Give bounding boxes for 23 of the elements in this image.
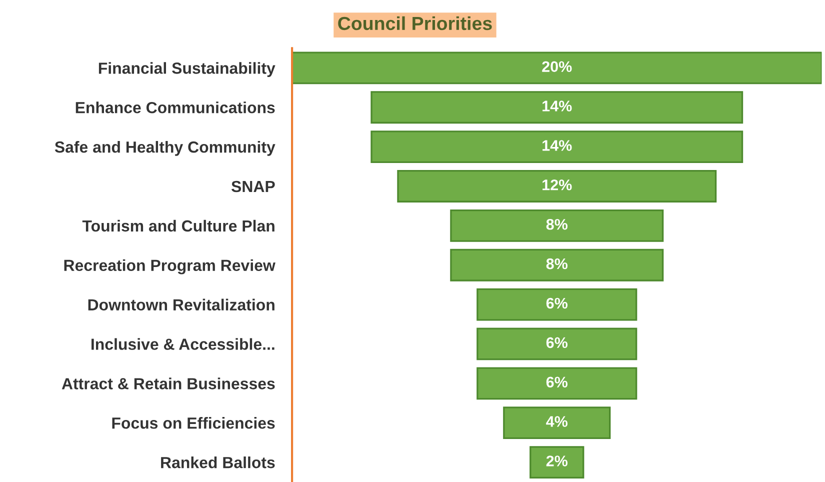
category-label: Ranked Ballots (161, 456, 275, 468)
data-label: 14% (542, 140, 572, 151)
category-label: Enhance Communications (76, 102, 275, 114)
category-label: Tourism and Culture Plan (82, 220, 274, 232)
data-label: 12% (542, 180, 572, 190)
data-label: 6% (546, 337, 568, 348)
category-label: Inclusive & Accessible... (92, 338, 274, 350)
category-label: Downtown Revitalization (88, 298, 274, 310)
data-label: 4% (546, 416, 568, 427)
data-label: 14% (542, 100, 572, 112)
data-label: 2% (546, 456, 568, 466)
category-label: Recreation Program Review (64, 259, 276, 274)
category-label: Focus on Efficiencies (112, 417, 275, 429)
data-label: 20% (542, 61, 572, 72)
data-label: 8% (546, 258, 568, 270)
data-label: 6% (546, 298, 568, 309)
category-label: SNAP (231, 180, 275, 192)
data-label: 6% (546, 376, 568, 388)
category-label: Safe and Healthy Community (54, 141, 276, 156)
text: Council Priorities (338, 16, 492, 30)
category-label: Attract & Retain Businesses (62, 378, 275, 390)
category-label: Financial Sustainability (98, 62, 276, 78)
data-label: 8% (546, 218, 568, 230)
